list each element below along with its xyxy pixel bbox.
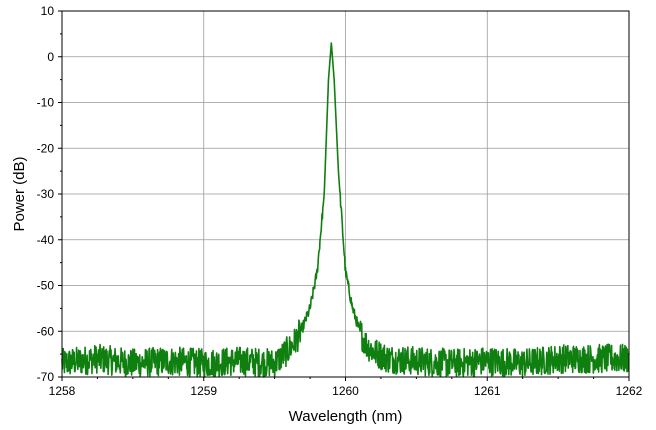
- y-axis-title: Power (dB): [11, 156, 28, 231]
- y-tick-label: -10: [37, 96, 55, 110]
- series-layer: [61, 42, 630, 378]
- plot-frame: [61, 10, 630, 378]
- spectrum-series-line: [61, 42, 630, 378]
- y-axis-ticks: 10 0 -10 -20 -30 -40 -50 -60 -70: [37, 4, 62, 384]
- x-tick-label: 1262: [616, 384, 643, 398]
- x-tick-label: 1258: [49, 384, 76, 398]
- y-tick-label: 0: [47, 50, 54, 64]
- y-tick-label: -70: [37, 370, 55, 384]
- grid: [62, 11, 629, 377]
- x-axis-ticks: 1258 1259 1260 1261 1262: [49, 377, 643, 398]
- x-tick-label: 1259: [190, 384, 217, 398]
- y-tick-label: -60: [37, 324, 55, 338]
- x-axis-title: Wavelength (nm): [289, 408, 403, 425]
- y-tick-label: -30: [37, 187, 55, 201]
- x-tick-label: 1260: [332, 384, 359, 398]
- y-tick-label: 10: [41, 4, 55, 18]
- y-tick-label: -20: [37, 141, 55, 155]
- x-tick-label: 1261: [474, 384, 501, 398]
- y-tick-label: -50: [37, 279, 55, 293]
- y-tick-label: -40: [37, 233, 55, 247]
